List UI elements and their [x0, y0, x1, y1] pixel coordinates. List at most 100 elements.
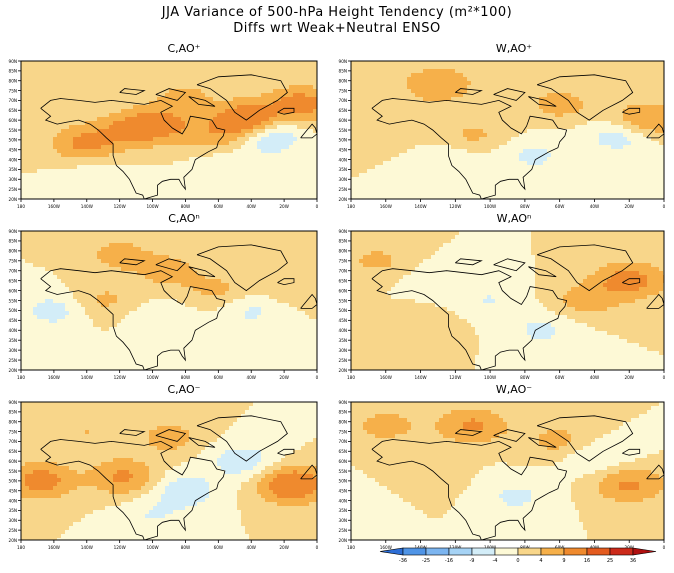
field-cell — [467, 113, 472, 118]
field-cell — [45, 149, 50, 154]
field-cell — [261, 149, 266, 154]
field-cell — [495, 69, 500, 74]
field-cell — [591, 109, 596, 114]
field-cell — [443, 153, 448, 158]
field-cell — [647, 89, 652, 94]
field-cell — [379, 129, 384, 134]
field-cell — [627, 169, 632, 174]
field-cell — [197, 69, 202, 74]
field-cell — [655, 89, 660, 94]
field-cell — [233, 61, 238, 66]
field-cell — [399, 133, 404, 138]
field-cell — [221, 73, 226, 78]
field-cell — [45, 69, 50, 74]
field-cell — [607, 61, 612, 66]
field-cell — [269, 197, 274, 200]
field-cell — [113, 109, 118, 114]
field-cell — [359, 145, 364, 150]
field-cell — [567, 165, 572, 170]
field-cell — [439, 97, 444, 102]
field-cell — [515, 69, 520, 74]
field-cell — [41, 85, 46, 90]
x-tick-label: 140W — [81, 204, 93, 209]
field-cell — [407, 89, 412, 94]
field-cell — [65, 129, 70, 134]
field-cell — [427, 97, 432, 102]
field-cell — [567, 137, 572, 142]
field-cell — [169, 141, 174, 146]
field-cell — [379, 161, 384, 166]
field-cell — [209, 81, 214, 86]
field-cell — [619, 137, 624, 142]
field-cell — [659, 137, 664, 142]
field-cell — [289, 125, 294, 130]
field-cell — [77, 161, 82, 166]
field-cell — [273, 109, 278, 114]
field-cell — [137, 105, 142, 110]
field-cell — [643, 113, 648, 118]
field-cell — [435, 61, 440, 66]
field-cell — [193, 169, 198, 174]
field-cell — [153, 153, 158, 158]
field-cell — [359, 169, 364, 174]
field-cell — [117, 177, 122, 182]
field-cell — [471, 137, 476, 142]
field-cell — [411, 133, 416, 138]
field-cell — [355, 149, 360, 154]
field-cell — [277, 197, 282, 200]
field-cell — [213, 125, 218, 130]
field-cell — [575, 89, 580, 94]
coastline — [277, 107, 295, 115]
field-cell — [479, 141, 484, 146]
field-cell — [467, 173, 472, 178]
field-cell — [647, 125, 652, 130]
field-cell — [125, 181, 130, 186]
field-cell — [643, 153, 648, 158]
field-cell — [141, 185, 146, 190]
field-cell — [113, 73, 118, 78]
field-cell — [305, 61, 310, 66]
field-cell — [627, 117, 632, 122]
field-cell — [515, 113, 520, 118]
field-cell — [607, 137, 612, 142]
field-cell — [379, 65, 384, 70]
field-cell — [563, 125, 568, 130]
field-cell — [635, 153, 640, 158]
field-cell — [407, 97, 412, 102]
field-cell — [523, 113, 528, 118]
field-cell — [41, 105, 46, 110]
field-cell — [403, 137, 408, 142]
field-cell — [375, 73, 380, 78]
field-cell — [129, 81, 134, 86]
field-cell — [109, 89, 114, 94]
field-cell — [201, 181, 206, 186]
field-cell — [639, 85, 644, 90]
field-cell — [499, 125, 504, 130]
field-cell — [419, 101, 424, 106]
field-cell — [85, 173, 90, 178]
field-cell — [619, 145, 624, 150]
field-cell — [607, 81, 612, 86]
field-cell — [399, 77, 404, 82]
field-cell — [61, 149, 66, 154]
field-cell — [535, 169, 540, 174]
field-cell — [391, 169, 396, 174]
field-cell — [435, 121, 440, 126]
field-cell — [205, 161, 210, 166]
field-cell — [269, 105, 274, 110]
field-cell — [21, 101, 26, 106]
field-cell — [201, 157, 206, 162]
field-cell — [97, 181, 102, 186]
field-cell — [261, 101, 266, 106]
field-cell — [599, 121, 604, 126]
field-cell — [297, 173, 302, 178]
field-cell — [475, 117, 480, 122]
field-cell — [467, 61, 472, 66]
field-cell — [189, 169, 194, 174]
field-cell — [157, 113, 162, 118]
field-cell — [53, 77, 58, 82]
field-cell — [65, 193, 70, 198]
field-cell — [301, 141, 306, 146]
field-cell — [475, 129, 480, 134]
field-cell — [29, 189, 34, 194]
